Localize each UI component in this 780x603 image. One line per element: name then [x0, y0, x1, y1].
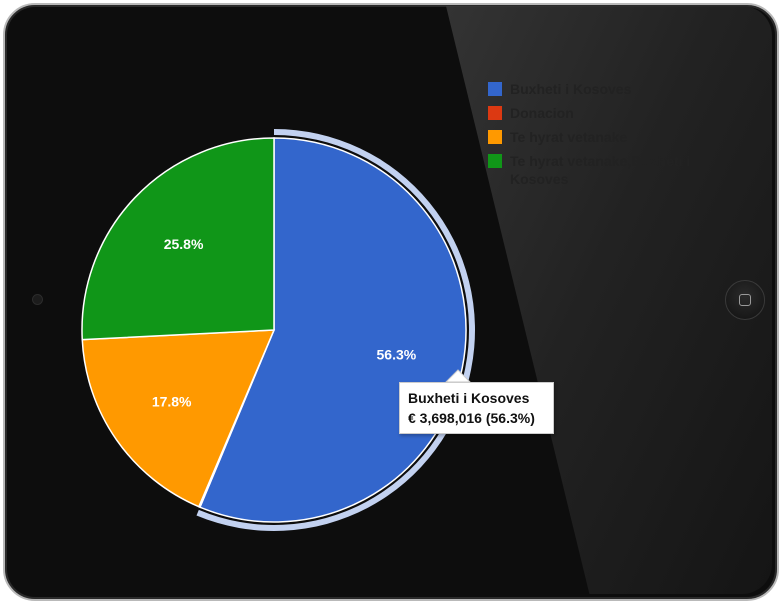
slice-label-te-hyrat-vetanake: 17.8% — [152, 393, 192, 409]
legend-label: Donacion — [510, 105, 574, 121]
legend-item-buxheti[interactable]: Buxheti i Kosoves — [488, 80, 703, 98]
pie-slice-te-hyrat-vetanake[interactable] — [81, 329, 276, 508]
legend-label: Buxheti i Kosoves — [510, 81, 632, 97]
legend-item-te-hyrat-buxheti[interactable]: Te hyrat vetanake,Buxheti i Kosoves — [488, 152, 703, 188]
slice-label-te-hyrat-vetanake-buxheti-i-kosoves: 25.8% — [164, 236, 204, 252]
pie-slice-te-hyrat-vetanake-buxheti-i-kosoves[interactable] — [81, 137, 275, 341]
legend-swatch — [488, 154, 502, 168]
chart-tooltip: Buxheti i Kosoves € 3,698,016 (56.3%) — [399, 382, 554, 434]
legend-swatch — [488, 82, 502, 96]
camera-icon — [32, 294, 43, 305]
tooltip-value: € 3,698,016 (56.3%) — [408, 410, 535, 426]
legend-swatch — [488, 106, 502, 120]
tooltip-title: Buxheti i Kosoves — [408, 390, 530, 406]
chart-legend: Buxheti i Kosoves Donacion Te hyrat veta… — [488, 80, 703, 194]
legend-label: Te hyrat vetanake,Buxheti i Kosoves — [510, 153, 691, 187]
legend-item-donacion[interactable]: Donacion — [488, 104, 703, 122]
home-square-icon — [739, 294, 751, 306]
legend-label: Te hyrat vetanake — [510, 129, 628, 145]
legend-item-te-hyrat[interactable]: Te hyrat vetanake — [488, 128, 703, 146]
home-button[interactable] — [725, 280, 765, 320]
legend-swatch — [488, 130, 502, 144]
slice-label-buxheti-i-kosoves: 56.3% — [377, 347, 417, 363]
